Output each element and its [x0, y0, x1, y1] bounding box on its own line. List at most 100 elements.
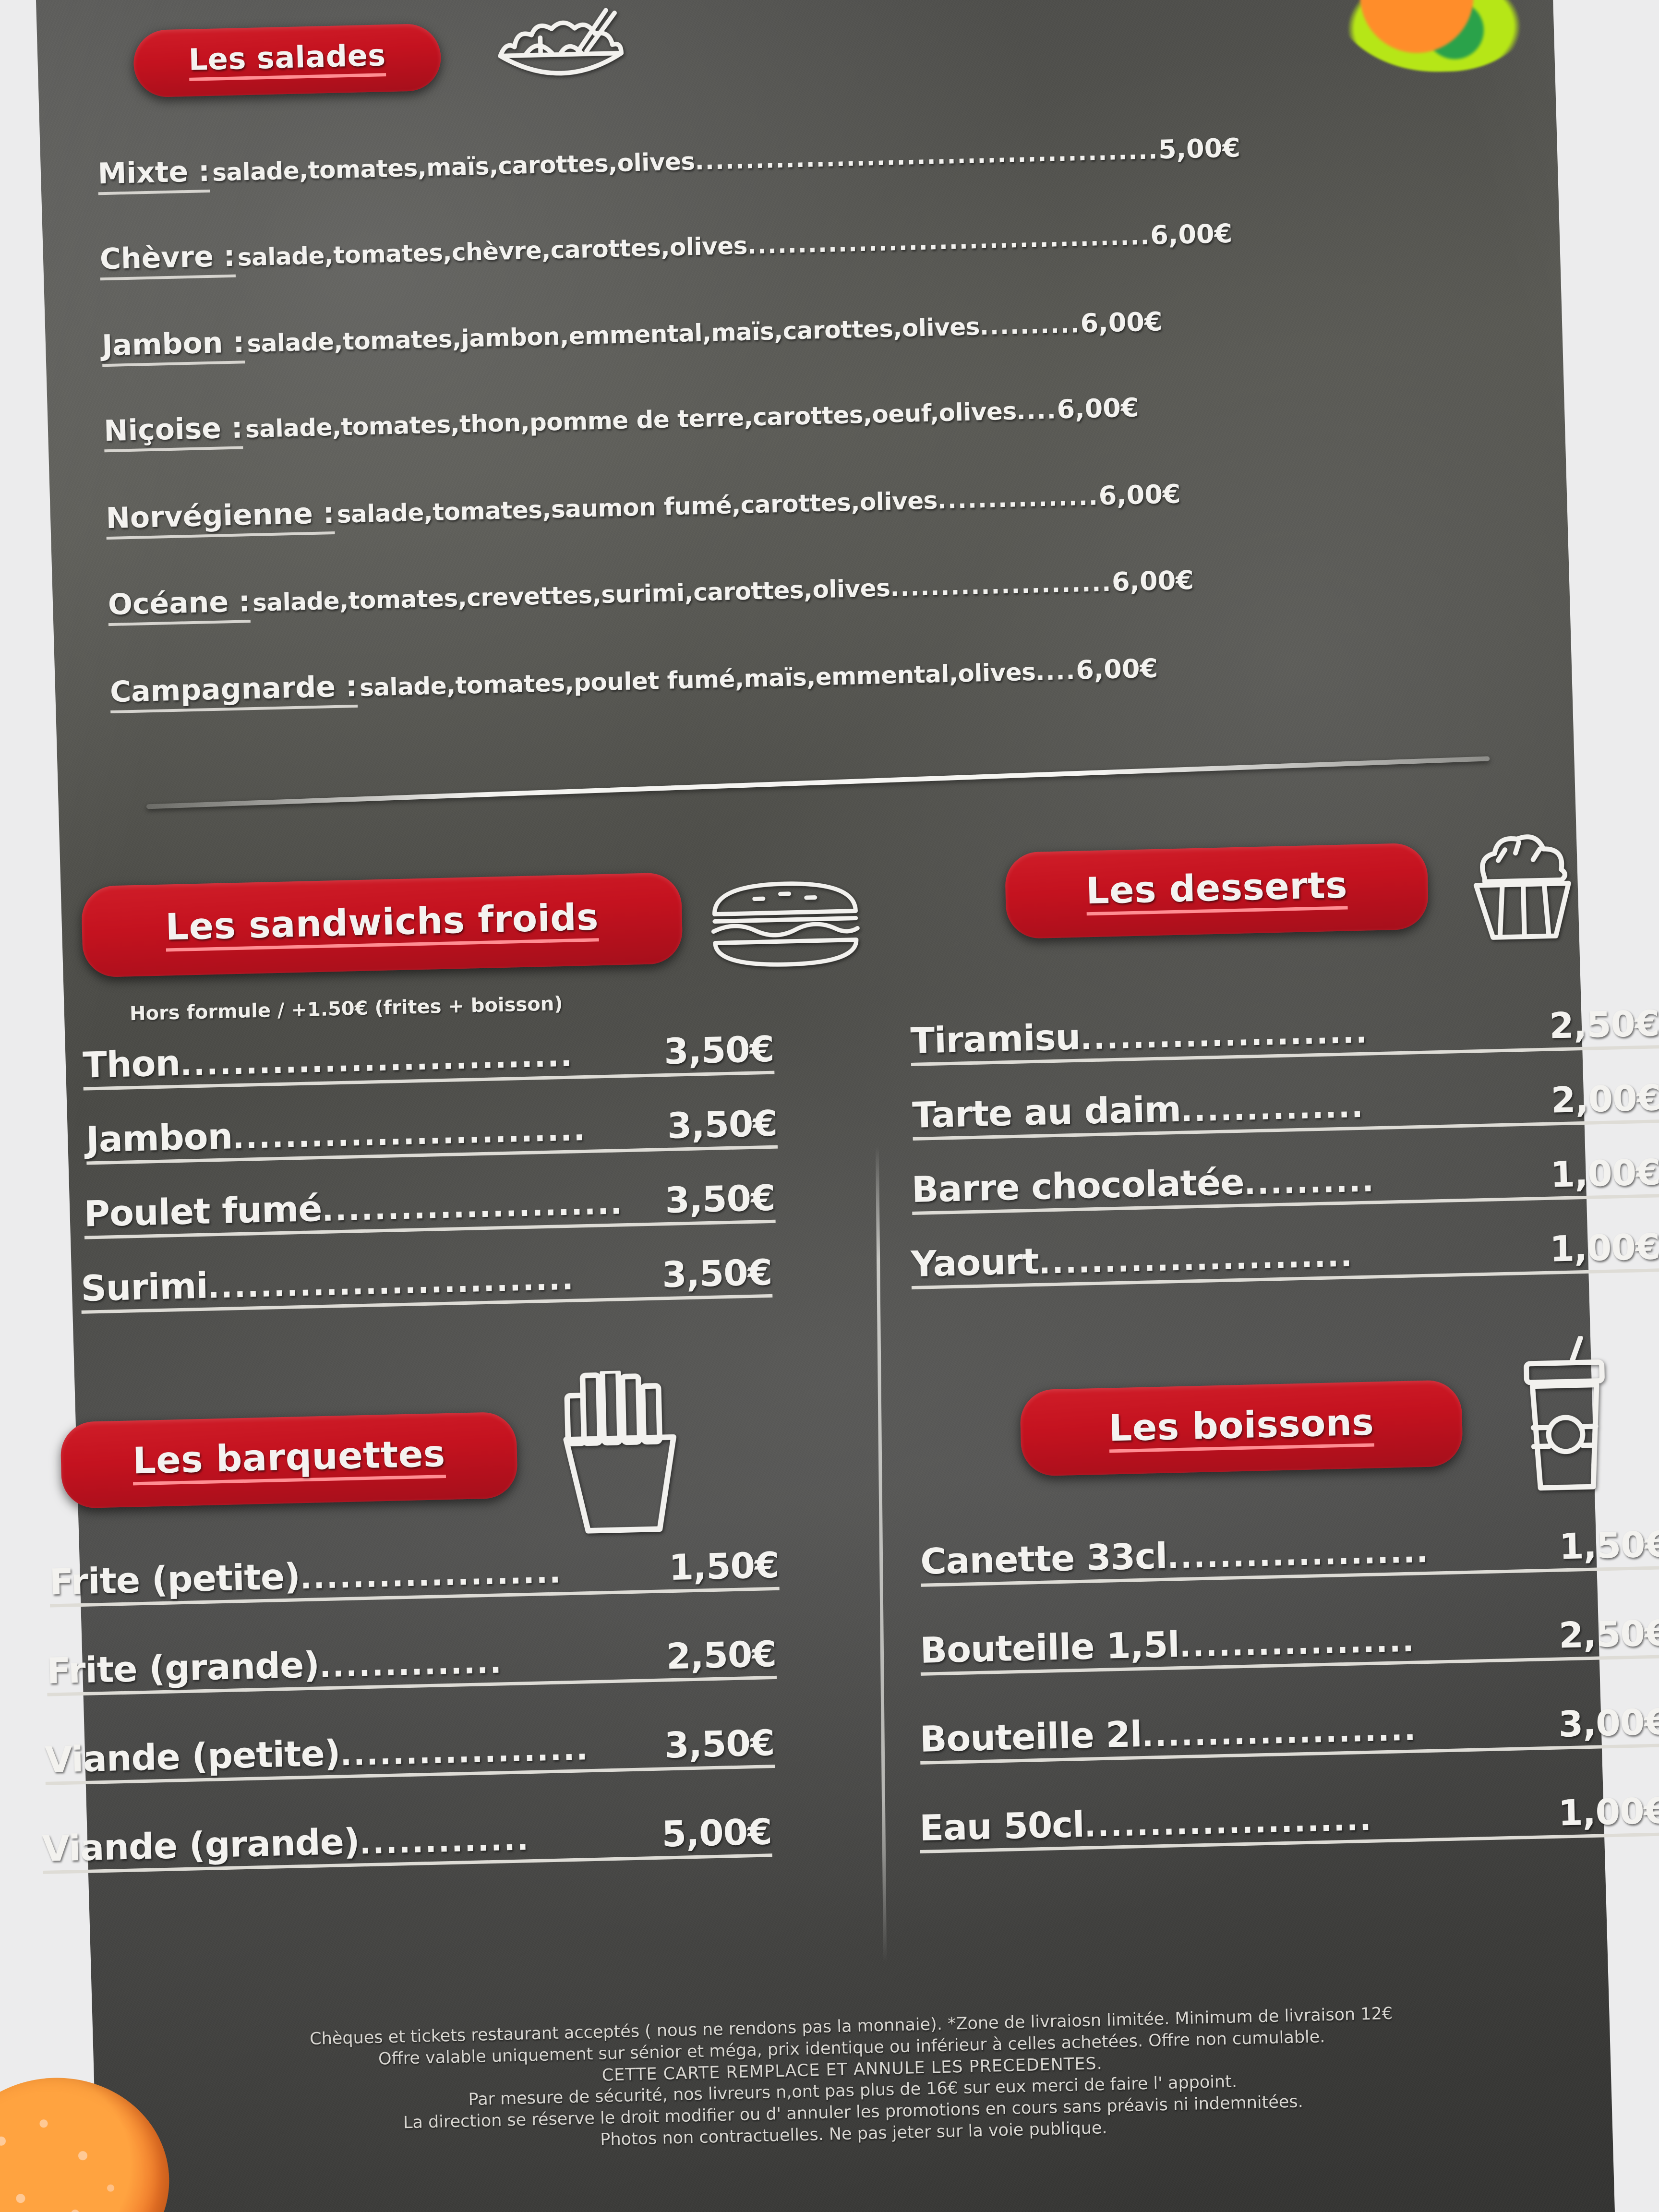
leader-dots: ......................: [1080, 1014, 1369, 1057]
leader-dots: ....: [1016, 396, 1058, 425]
leader-dots: .......................: [321, 1186, 624, 1228]
leader-dots: ........................: [1038, 1238, 1354, 1281]
leader-dots: ..............................: [180, 1038, 574, 1083]
salad-price: 6,00€: [1080, 306, 1163, 339]
salad-row: Jambon : salade,tomates,jambon,emmental,…: [101, 294, 1571, 367]
item-price: 3,50€: [663, 1028, 775, 1073]
section-title-barquettes: Les barquettes: [132, 1432, 446, 1485]
item-name: Bouteille 2l: [919, 1714, 1142, 1760]
salad-row: Niçoise : salade,tomates,thon,pomme de t…: [103, 380, 1573, 453]
salad-photo: [1328, 0, 1539, 74]
menu-row-barquette: Viande (grande) ............. 5,00€: [42, 1811, 772, 1875]
salad-price: 6,00€: [1150, 218, 1233, 251]
salad-bowl-icon: [488, 7, 634, 96]
salad-row: Mixte : salade,tomates,maïs,carottes,oli…: [97, 122, 1567, 195]
menu-row-boisson: Canette 33cl .................... 1,50€: [920, 1524, 1659, 1587]
leader-dots: ....................: [1166, 1534, 1430, 1576]
salad-name: Niçoise :: [103, 411, 243, 453]
item-name: Barre chocolatée: [911, 1161, 1245, 1211]
section-header-boissons: Les boissons: [1020, 1380, 1464, 1477]
menu-row-boisson: Eau 50cl ...................... 1,00€: [919, 1790, 1659, 1853]
item-name: Poulet fumé: [83, 1188, 323, 1235]
item-name: Yaourt: [910, 1240, 1039, 1286]
salad-desc: salade,tomates,jambon,emmental,maïs,caro…: [246, 313, 980, 358]
item-price: 3,50€: [666, 1103, 778, 1147]
menu-row-sandwich: Jambon ........................... 3,50€: [85, 1103, 778, 1165]
section-title-boissons: Les boissons: [1108, 1400, 1375, 1453]
salad-name: Mixte :: [97, 154, 211, 195]
salad-desc: salade,tomates,saumon fumé,carottes,oliv…: [337, 486, 938, 529]
section-title-salades: Les salades: [188, 37, 386, 81]
section-title-sandwichs: Les sandwichs froids: [165, 895, 599, 951]
leader-dots: .............: [359, 1822, 530, 1862]
menu-row-barquette: Frite (petite) .................... 1,50…: [48, 1544, 780, 1608]
item-price: 2,50€: [1549, 1003, 1659, 1047]
leader-dots: ..................: [1178, 1623, 1416, 1665]
salad-row: Chèvre : salade,tomates,chèvre,carottes,…: [99, 208, 1569, 281]
leader-dots: ....................: [300, 1554, 563, 1597]
section-title-desserts: Les desserts: [1085, 863, 1348, 915]
item-price: 1,00€: [1558, 1790, 1659, 1834]
menu-row-dessert: Yaourt ........................ 1,00€: [910, 1226, 1659, 1290]
item-price: 2,00€: [1551, 1077, 1659, 1121]
item-name: Eau 50cl: [919, 1803, 1085, 1849]
item-name: Frite (petite): [48, 1556, 301, 1603]
leader-dots: ....: [1035, 657, 1077, 686]
salad-name: Campagnarde :: [109, 669, 358, 714]
salad-row: Norvégienne : salade,tomates,saumon fumé…: [105, 467, 1575, 540]
salad-desc: salade,tomates,maïs,carottes,olives: [212, 147, 696, 187]
item-name: Viande (grande): [42, 1821, 360, 1870]
column-divider: [875, 1146, 887, 1962]
menu-row-sandwich: Poulet fumé ....................... 3,50…: [83, 1177, 776, 1239]
leader-dots: ..........: [1243, 1163, 1376, 1202]
item-price: 3,50€: [664, 1177, 776, 1222]
item-price: 2,50€: [665, 1633, 777, 1678]
salad-price: 6,00€: [1056, 392, 1140, 425]
item-price: 1,50€: [668, 1544, 780, 1589]
section-divider: [146, 756, 1490, 809]
item-name: Canette 33cl: [920, 1535, 1168, 1583]
salad-name: Chèvre :: [99, 239, 236, 281]
salad-desc: salade,tomates,thon,pomme de terre,carot…: [245, 397, 1017, 444]
sandwichs-note: Hors formule / +1.50€ (frites + boisson): [129, 993, 564, 1025]
menu-row-boisson: Bouteille 1,5l .................. 2,50€: [919, 1612, 1659, 1676]
salad-name: Norvégienne :: [105, 496, 335, 540]
item-name: Bouteille 1,5l: [919, 1624, 1180, 1671]
salad-row: Océane : salade,tomates,crevettes,surimi…: [108, 553, 1577, 626]
section-header-salades: Les salades: [132, 23, 442, 98]
leader-dots: ..............: [319, 1645, 504, 1685]
item-price: 3,00€: [1558, 1701, 1659, 1745]
item-price: 1,00€: [1549, 1226, 1659, 1270]
menu-row-boisson: Bouteille 2l ..................... 3,00€: [919, 1701, 1659, 1765]
item-price: 1,00€: [1550, 1152, 1659, 1196]
salad-price: 5,00€: [1158, 132, 1241, 165]
item-name: Surimi: [80, 1265, 208, 1310]
leader-dots: ...................: [339, 1731, 590, 1773]
section-header-sandwichs: Les sandwichs froids: [81, 872, 683, 978]
soda-cup-icon: [1508, 1335, 1623, 1496]
section-header-barquettes: Les barquettes: [60, 1411, 518, 1509]
cupcake-icon: [1458, 827, 1586, 945]
leader-dots: ..........: [979, 310, 1081, 341]
item-price: 5,00€: [661, 1811, 772, 1855]
leader-dots: ......................: [1083, 1802, 1373, 1844]
menu-row-dessert: Tiramisu ...................... 2,50€: [910, 1003, 1659, 1066]
item-name: Tiramisu: [910, 1016, 1081, 1062]
item-name: Thon: [82, 1042, 181, 1086]
item-price: 1,50€: [1558, 1524, 1659, 1568]
leader-dots: .....................: [1141, 1712, 1418, 1755]
leader-dots: ..............: [1180, 1089, 1365, 1129]
item-name: Viande (petite): [44, 1732, 341, 1781]
salad-row: Campagnarde : salade,tomates,poulet fumé…: [109, 641, 1579, 714]
salad-desc: salade,tomates,poulet fumé,maïs,emmental…: [359, 658, 1036, 702]
leader-dots: ................: [937, 482, 1099, 515]
salad-price: 6,00€: [1098, 479, 1181, 511]
salad-price: 6,00€: [1111, 565, 1194, 597]
menu-row-sandwich: Thon .............................. 3,50…: [82, 1028, 775, 1091]
item-name: Tarte au daim: [912, 1088, 1181, 1136]
burger-icon: [705, 873, 866, 973]
salad-name: Jambon :: [101, 325, 245, 367]
menu-row-dessert: Barre chocolatée .......... 1,00€: [911, 1152, 1659, 1215]
